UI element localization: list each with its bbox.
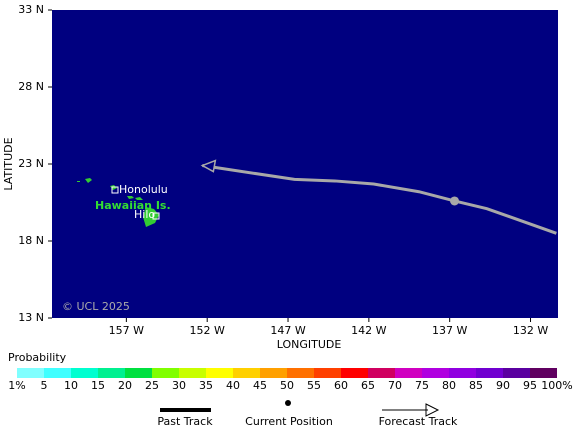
colorbar-label: 10 bbox=[64, 379, 78, 392]
colorbar-cell bbox=[395, 368, 422, 378]
colorbar-cell bbox=[449, 368, 476, 378]
colorbar-label: 20 bbox=[118, 379, 132, 392]
colorbar-label: 75 bbox=[415, 379, 429, 392]
colorbar-cell bbox=[287, 368, 314, 378]
colorbar-cell bbox=[71, 368, 98, 378]
y-tick-label: 23 N bbox=[18, 157, 44, 170]
x-tick-label: 132 W bbox=[513, 324, 548, 337]
city-marker bbox=[111, 186, 119, 194]
forecast-track bbox=[202, 164, 557, 235]
legend-label: Past Track bbox=[157, 415, 213, 428]
colorbar-label: 15 bbox=[91, 379, 105, 392]
x-axis-label: LONGITUDE bbox=[277, 338, 342, 351]
colorbar-cell bbox=[233, 368, 260, 378]
colorbar-label: 1% bbox=[8, 379, 25, 392]
city-marker bbox=[152, 212, 160, 220]
x-tick-label: 142 W bbox=[351, 324, 386, 337]
colorbar-label: 65 bbox=[361, 379, 375, 392]
colorbar-label: 60 bbox=[334, 379, 348, 392]
colorbar-cell bbox=[152, 368, 179, 378]
colorbar-label: 5 bbox=[41, 379, 48, 392]
colorbar-cell bbox=[422, 368, 449, 378]
colorbar-cell bbox=[260, 368, 287, 378]
colorbar-label: 90 bbox=[496, 379, 510, 392]
colorbar-label: 70 bbox=[388, 379, 402, 392]
map-area bbox=[52, 10, 558, 318]
colorbar-cell bbox=[98, 368, 125, 378]
colorbar-cell bbox=[476, 368, 503, 378]
y-tick-label: 13 N bbox=[18, 311, 44, 324]
colorbar-label: 100% bbox=[541, 379, 572, 392]
legend-dot bbox=[285, 400, 291, 406]
colorbar-label: 35 bbox=[199, 379, 213, 392]
legend-arrow bbox=[382, 403, 440, 417]
colorbar-label: 80 bbox=[442, 379, 456, 392]
track-arrowhead bbox=[200, 159, 217, 173]
place-label: Honolulu bbox=[119, 183, 168, 196]
x-tick-label: 147 W bbox=[270, 324, 305, 337]
colorbar-cell bbox=[503, 368, 530, 378]
colorbar-label: 50 bbox=[280, 379, 294, 392]
colorbar-title: Probability bbox=[8, 351, 67, 364]
x-tick-label: 152 W bbox=[190, 324, 225, 337]
y-tick-label: 18 N bbox=[18, 234, 44, 247]
colorbar-label: 45 bbox=[253, 379, 267, 392]
colorbar-label: 30 bbox=[172, 379, 186, 392]
colorbar-label: 55 bbox=[307, 379, 321, 392]
y-tick-label: 33 N bbox=[18, 3, 44, 16]
credit: © UCL 2025 bbox=[62, 300, 130, 313]
colorbar-label: 25 bbox=[145, 379, 159, 392]
colorbar-cell bbox=[125, 368, 152, 378]
colorbar-cell bbox=[17, 368, 44, 378]
islands bbox=[77, 178, 159, 227]
colorbar-cell bbox=[314, 368, 341, 378]
colorbar-cell bbox=[341, 368, 368, 378]
x-tick-label: 157 W bbox=[109, 324, 144, 337]
y-tick-label: 28 N bbox=[18, 80, 44, 93]
x-tick-label: 137 W bbox=[432, 324, 467, 337]
y-axis-label: LATITUDE bbox=[2, 137, 15, 190]
colorbar-cell bbox=[368, 368, 395, 378]
place-label: Hilo bbox=[134, 208, 155, 221]
legend-label: Forecast Track bbox=[379, 415, 458, 428]
place-label: Hawaiian Is. bbox=[95, 199, 171, 212]
colorbar-label: 40 bbox=[226, 379, 240, 392]
colorbar-cell bbox=[206, 368, 233, 378]
colorbar-label: 85 bbox=[469, 379, 483, 392]
colorbar-cell bbox=[179, 368, 206, 378]
legend-label: Current Position bbox=[245, 415, 333, 428]
colorbar-label: 95 bbox=[523, 379, 537, 392]
current-position bbox=[450, 196, 460, 206]
colorbar-cell bbox=[44, 368, 71, 378]
colorbar-cell bbox=[530, 368, 557, 378]
